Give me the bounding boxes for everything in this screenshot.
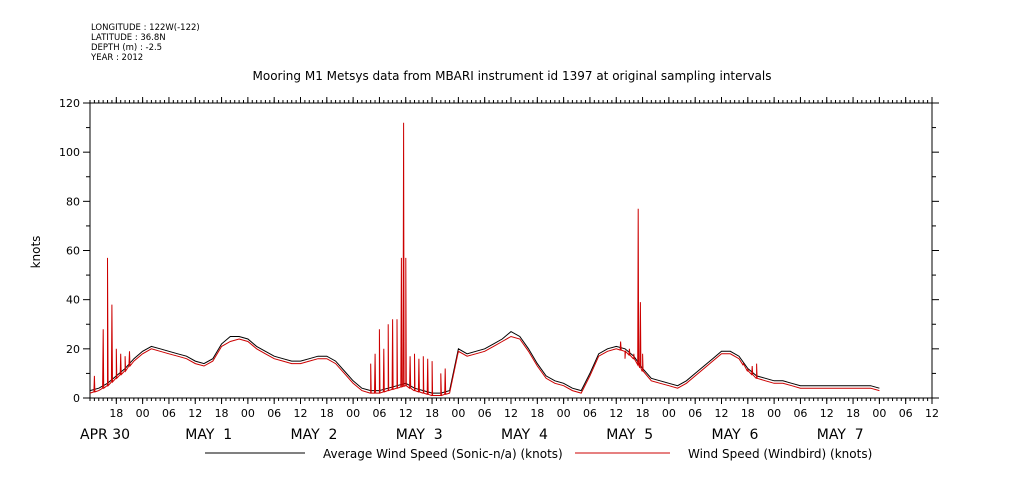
x-tick-label: 00 [662, 407, 676, 420]
x-tick-label: 12 [294, 407, 308, 420]
x-tick-label: 18 [215, 407, 229, 420]
x-tick-label: 06 [899, 407, 913, 420]
x-axis: 18 00 06 12 18 00 06 12 18 00 06 12 18 00 06 12 18 00 06 12… [80, 97, 939, 443]
x-tick-label: 18 [109, 407, 123, 420]
x-day-label: MAY 1 [185, 427, 232, 443]
x-tick-label: 18 [741, 407, 755, 420]
y-tick-label: 40 [66, 294, 80, 307]
series-layer [89, 122, 880, 397]
x-tick-label: 06 [267, 407, 281, 420]
series-line-average-wind [89, 330, 880, 394]
x-tick-label: 18 [636, 407, 650, 420]
metadata-block: LONGITUDE : 122W(-122) LATITUDE : 36.8N … [90, 23, 200, 63]
x-tick-label: 18 [530, 407, 544, 420]
x-tick-label: 00 [136, 407, 150, 420]
x-tick-label: 18 [425, 407, 439, 420]
x-day-label: APR 30 [80, 427, 130, 443]
y-tick-label: 120 [59, 97, 80, 110]
x-tick-label: 12 [609, 407, 623, 420]
chart-title: Mooring M1 Metsys data from MBARI instru… [253, 69, 772, 83]
series-line-windbird [89, 122, 880, 397]
x-tick-label: 00 [872, 407, 886, 420]
plot-area: 0 20 40 60 80 100 120 18 00 06 12 18 00 06 12 18 00 06 12… [59, 97, 939, 443]
x-tick-label: 12 [925, 407, 939, 420]
legend-label-average: Average Wind Speed (Sonic-n/a) (knots) [323, 447, 563, 461]
x-tick-label: 00 [767, 407, 781, 420]
x-day-label: MAY 6 [712, 427, 759, 443]
y-tick-label: 20 [66, 343, 80, 356]
x-tick-label: 00 [241, 407, 255, 420]
x-day-label: MAY 3 [396, 427, 443, 443]
y-tick-label: 60 [66, 245, 80, 258]
x-tick-label: 06 [478, 407, 492, 420]
y-tick-label: 80 [66, 195, 80, 208]
x-tick-label: 12 [399, 407, 413, 420]
depth-label: DEPTH (m) : -2.5 [91, 43, 162, 53]
x-day-label: MAY 4 [501, 427, 548, 443]
y-tick-label: 0 [73, 392, 80, 405]
x-tick-label: 06 [372, 407, 386, 420]
longitude-label: LONGITUDE : 122W(-122) [91, 23, 200, 33]
x-tick-label: 12 [504, 407, 518, 420]
x-day-label: MAY 7 [817, 427, 864, 443]
x-tick-label: 00 [557, 407, 571, 420]
legend: Average Wind Speed (Sonic-n/a) (knots) W… [205, 447, 872, 461]
y-axis: 0 20 40 60 80 100 120 [59, 97, 939, 405]
x-tick-label: 06 [162, 407, 176, 420]
x-tick-label: 00 [451, 407, 465, 420]
y-axis-label: knots [29, 236, 43, 269]
x-tick-label: 06 [688, 407, 702, 420]
x-day-label: MAY 5 [606, 427, 653, 443]
x-tick-label: 06 [793, 407, 807, 420]
legend-label-windbird: Wind Speed (Windbird) (knots) [688, 447, 872, 461]
x-tick-label: 06 [583, 407, 597, 420]
x-tick-label: 12 [188, 407, 202, 420]
latitude-label: LATITUDE : 36.8N [91, 33, 166, 43]
year-label: YEAR : 2012 [90, 53, 143, 63]
x-tick-label: 00 [346, 407, 360, 420]
x-tick-label: 12 [715, 407, 729, 420]
x-day-label: MAY 2 [291, 427, 338, 443]
x-tick-label: 18 [320, 407, 334, 420]
y-tick-label: 100 [59, 146, 80, 159]
x-tick-label: 12 [820, 407, 834, 420]
x-tick-label: 18 [846, 407, 860, 420]
